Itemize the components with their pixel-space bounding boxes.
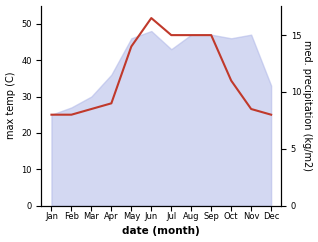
Y-axis label: med. precipitation (kg/m2): med. precipitation (kg/m2) (302, 40, 313, 171)
Y-axis label: max temp (C): max temp (C) (5, 72, 16, 139)
X-axis label: date (month): date (month) (122, 227, 200, 236)
